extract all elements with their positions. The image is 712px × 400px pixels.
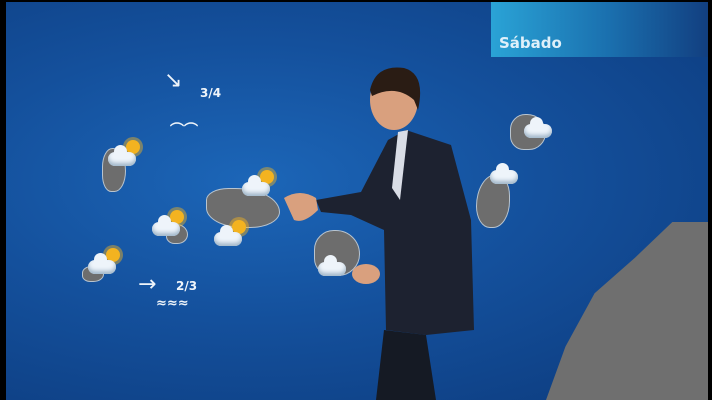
- presenter: [284, 67, 474, 400]
- sea-state-north: 3/4: [200, 86, 222, 100]
- day-banner: Sábado: [491, 2, 708, 57]
- cloud-icon: [524, 112, 558, 138]
- africa-coast: [546, 222, 708, 400]
- rough-sea-icon: ︵︵: [170, 113, 198, 129]
- wind-arrow-west: →: [138, 272, 157, 297]
- cloud-icon: [490, 158, 524, 184]
- weather-map: Sábado ↘ 3/4 ︵︵ → 2/3 ≈≈≈: [6, 2, 708, 400]
- sun-cloud-icon: [108, 140, 142, 166]
- sun-cloud-icon: [152, 210, 186, 236]
- wave-icon: ≈≈≈: [156, 296, 189, 311]
- cloud-icon: [318, 250, 352, 276]
- sun-cloud-icon: [214, 220, 248, 246]
- day-label: Sábado: [499, 34, 562, 52]
- wind-arrow-northwest: ↘: [164, 68, 183, 93]
- sun-cloud-icon: [88, 248, 122, 274]
- sea-state-south: 2/3: [176, 279, 198, 293]
- sun-cloud-icon: [242, 170, 276, 196]
